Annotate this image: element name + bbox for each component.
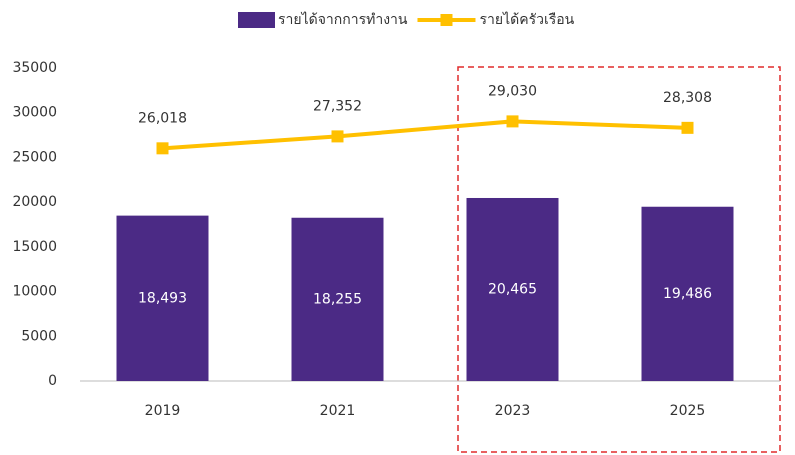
y-tick-label: 5000 [21, 328, 57, 344]
y-tick-label: 35000 [12, 60, 57, 76]
bar-value-label: 18,493 [138, 290, 187, 306]
legend-swatch [440, 14, 453, 26]
y-tick-label: 20000 [12, 194, 57, 210]
bar [291, 217, 384, 381]
line-marker [681, 121, 694, 134]
x-tick-label: 2021 [320, 403, 356, 419]
x-tick-label: 2019 [145, 403, 181, 419]
bar [641, 206, 734, 381]
x-tick-label: 2023 [495, 403, 531, 419]
line-marker [156, 142, 169, 155]
y-tick-label: 0 [48, 373, 57, 389]
bar-value-label: 19,486 [663, 286, 712, 302]
line-marker [331, 130, 344, 143]
y-tick-label: 10000 [12, 284, 57, 300]
highlight-box [457, 66, 781, 453]
legend-swatch [238, 12, 275, 28]
line [162, 119, 688, 151]
legend-label: รายได้จากการทำงาน [278, 11, 408, 28]
line-value-label: 27,352 [313, 98, 362, 114]
line-marker [506, 115, 519, 128]
line-value-label: 29,030 [488, 83, 537, 99]
bar-value-label: 18,255 [313, 291, 362, 307]
bar [116, 215, 209, 381]
line-value-label: 26,018 [138, 110, 187, 126]
bar [466, 197, 559, 381]
line-value-label: 28,308 [663, 90, 712, 106]
legend-label: รายได้ครัวเรือน [479, 11, 574, 28]
y-tick-label: 25000 [12, 149, 57, 165]
bar-value-label: 20,465 [488, 281, 537, 297]
y-tick-label: 15000 [12, 239, 57, 255]
y-tick-label: 30000 [12, 105, 57, 121]
x-tick-label: 2025 [670, 403, 706, 419]
